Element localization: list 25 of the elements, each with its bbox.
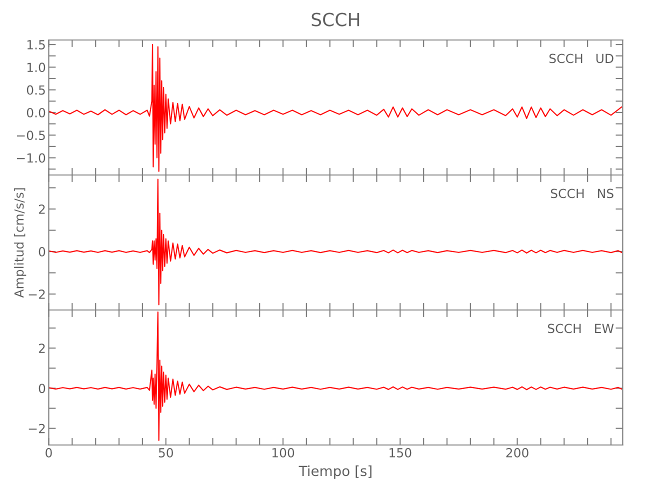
x-tick-label: 50 <box>158 448 174 458</box>
y-tick-label: 0.5 <box>26 85 45 95</box>
x-axis-title: Tiempo [s] <box>298 465 372 479</box>
y-tick-label: 0.0 <box>26 108 46 118</box>
y-tick-label: 0 <box>38 384 46 394</box>
y-tick-label: −2 <box>28 424 45 434</box>
x-tick-label: 100 <box>272 448 294 458</box>
x-tick-label: 0 <box>46 448 52 458</box>
annotation: SCCH NS <box>550 188 614 198</box>
y-tick-label: 1.5 <box>27 40 45 50</box>
annotation: SCCH EW <box>548 324 614 334</box>
y-tick-label: −1.0 <box>16 153 46 163</box>
chart-title: SCCH <box>312 12 360 26</box>
y-tick-label: −2 <box>28 290 45 299</box>
y-tick-label: 1.0 <box>27 62 46 72</box>
line-series <box>48 178 622 306</box>
y-tick-label: 2 <box>38 204 45 214</box>
annotation: SCCH UD <box>549 54 614 64</box>
x-tick-label: 150 <box>390 448 412 458</box>
x-tick-label: 200 <box>506 448 528 458</box>
y-tick-label: 0 <box>38 247 46 256</box>
y-tick-label: 2 <box>38 344 45 353</box>
y-axis-title: Amplitud [cm/s/s] <box>14 188 26 298</box>
line-series <box>48 44 622 172</box>
y-tick-label: −0.5 <box>16 130 45 140</box>
